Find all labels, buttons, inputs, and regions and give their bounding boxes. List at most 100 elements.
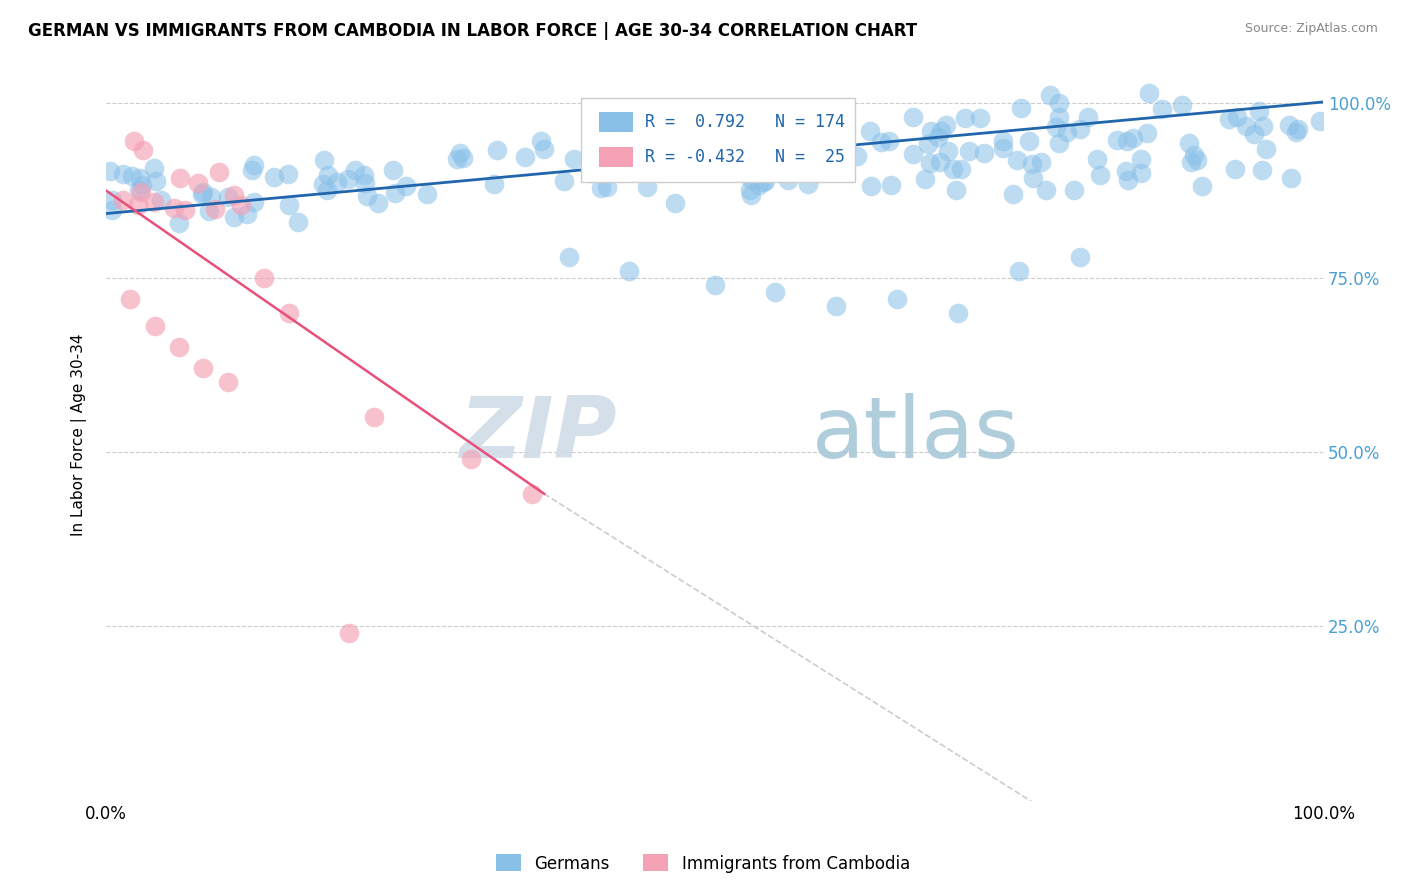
Point [929, 154, 952, 169]
Point [914, 172, 936, 186]
Point [278, 197, 301, 211]
Point [749, 139, 772, 153]
Legend: Germans, Immigrants from Cambodia: Germans, Immigrants from Cambodia [489, 847, 917, 880]
Point [589, 152, 612, 166]
Point [602, 154, 624, 169]
Point [1029, 154, 1052, 169]
Point [991, 141, 1014, 155]
Point [222, 188, 245, 202]
Point [953, 111, 976, 125]
Point [1286, 122, 1309, 136]
Point [395, 178, 418, 193]
Text: Source: ZipAtlas.com: Source: ZipAtlas.com [1244, 22, 1378, 36]
Point [619, 263, 641, 277]
Point [1251, 120, 1274, 134]
Point [589, 180, 612, 194]
Point [1069, 122, 1091, 136]
Point [1182, 148, 1205, 162]
Point [314, 153, 336, 168]
Point [929, 124, 952, 138]
Point [1218, 112, 1240, 127]
Point [520, 487, 543, 501]
Point [193, 361, 215, 376]
Point [354, 177, 377, 191]
Point [754, 174, 776, 188]
Point [326, 176, 349, 190]
Point [482, 177, 505, 191]
Point [460, 452, 482, 467]
Point [949, 162, 972, 177]
Point [132, 143, 155, 157]
Point [1130, 152, 1153, 166]
Point [797, 177, 820, 191]
Point [748, 178, 770, 192]
Point [1069, 250, 1091, 264]
Point [738, 126, 761, 140]
Point [920, 123, 942, 137]
Point [143, 319, 166, 334]
Point [127, 198, 149, 212]
Point [315, 182, 337, 196]
Point [1047, 136, 1070, 150]
Point [1056, 126, 1078, 140]
Point [991, 134, 1014, 148]
Point [901, 147, 924, 161]
Point [1178, 136, 1201, 150]
Point [356, 189, 378, 203]
Point [1223, 161, 1246, 176]
Point [149, 193, 172, 207]
Point [112, 193, 135, 207]
Point [553, 173, 575, 187]
Point [1116, 173, 1139, 187]
Point [1136, 126, 1159, 140]
Point [1278, 118, 1301, 132]
Point [600, 143, 623, 157]
Point [316, 168, 339, 182]
Point [101, 202, 124, 217]
Point [1234, 119, 1257, 133]
Point [533, 142, 555, 156]
Point [128, 183, 150, 197]
Point [208, 165, 231, 179]
Text: R =  0.792   N = 174: R = 0.792 N = 174 [645, 113, 845, 131]
Point [287, 215, 309, 229]
Point [1047, 110, 1070, 124]
Point [918, 156, 941, 170]
Point [752, 175, 775, 189]
Point [825, 299, 848, 313]
Point [957, 144, 980, 158]
Point [446, 152, 468, 166]
Point [846, 149, 869, 163]
Point [1063, 183, 1085, 197]
Point [1122, 130, 1144, 145]
Point [1309, 114, 1331, 128]
Point [242, 195, 264, 210]
Point [173, 202, 195, 217]
Point [936, 144, 959, 158]
Point [1115, 134, 1137, 148]
Point [449, 146, 471, 161]
Point [1170, 98, 1192, 112]
Point [1039, 88, 1062, 103]
Point [1185, 153, 1208, 167]
FancyBboxPatch shape [581, 98, 855, 182]
Point [1005, 153, 1028, 168]
Point [240, 163, 263, 178]
Point [204, 202, 226, 217]
Point [735, 160, 758, 174]
Point [145, 173, 167, 187]
Point [1045, 120, 1067, 134]
Point [579, 166, 602, 180]
Point [1191, 179, 1213, 194]
Point [927, 129, 949, 144]
Point [337, 171, 360, 186]
Point [1018, 134, 1040, 148]
Point [821, 113, 844, 128]
Point [973, 145, 995, 160]
Point [1035, 183, 1057, 197]
Point [167, 216, 190, 230]
Point [236, 207, 259, 221]
Point [1254, 142, 1277, 156]
Point [1022, 170, 1045, 185]
Point [343, 163, 366, 178]
